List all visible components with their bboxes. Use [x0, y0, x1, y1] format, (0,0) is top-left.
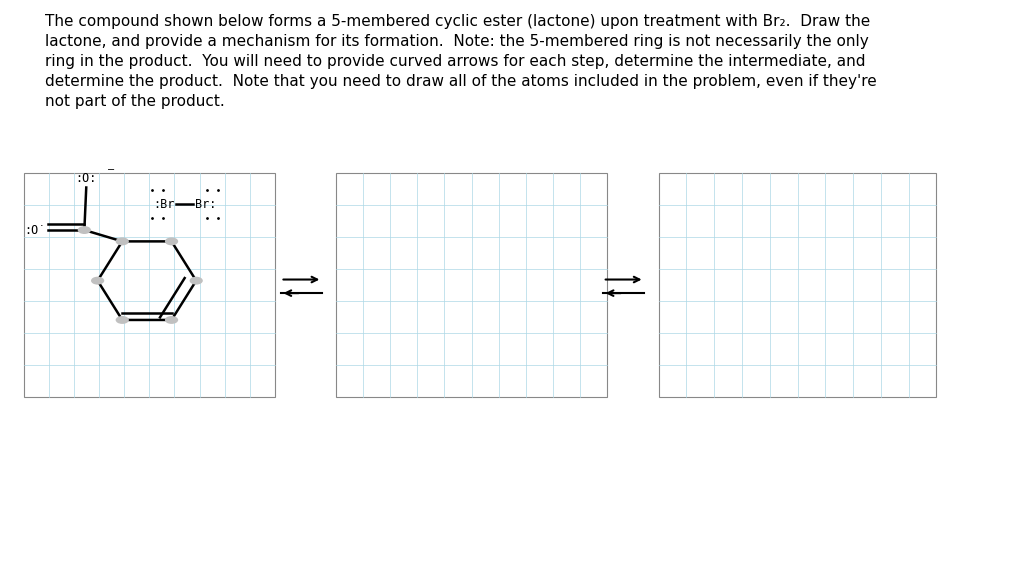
Text: Br:: Br:: [196, 198, 217, 210]
Bar: [658, 173, 936, 397]
Text: −: −: [108, 165, 116, 175]
Circle shape: [165, 238, 178, 246]
Text: :Br: :Br: [153, 198, 174, 210]
Circle shape: [78, 226, 91, 234]
Circle shape: [91, 277, 104, 285]
Text: :Ȯ: :Ȯ: [25, 223, 45, 236]
Circle shape: [116, 316, 129, 324]
Text: The compound shown below forms a 5-membered cyclic ester (lactone) upon treatmen: The compound shown below forms a 5-membe…: [45, 14, 878, 109]
Text: :O:: :O:: [76, 172, 97, 185]
Circle shape: [165, 316, 178, 324]
Circle shape: [116, 238, 129, 246]
Bar: [24, 173, 274, 397]
Bar: [337, 173, 606, 397]
Circle shape: [189, 277, 203, 285]
